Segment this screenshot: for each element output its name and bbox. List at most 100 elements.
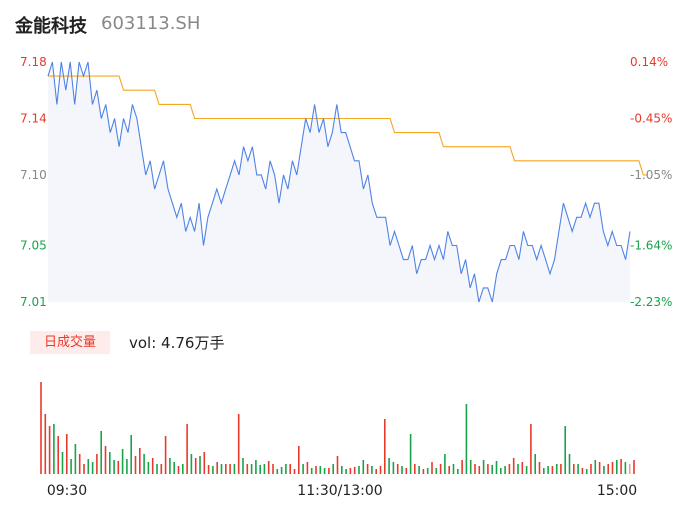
- volume-bar: [96, 454, 98, 474]
- volume-bar: [581, 468, 584, 474]
- volume-bar: [285, 464, 287, 474]
- volume-bar: [405, 468, 408, 474]
- time-tick-label: 11:30/13:00: [297, 483, 382, 499]
- volume-bar: [517, 464, 519, 474]
- stock-name: 金能科技: [15, 16, 87, 37]
- time-axis-labels: 09:30 11:30/13:00 15:00: [47, 483, 637, 499]
- volume-bar: [139, 448, 141, 474]
- volume-bar: [267, 461, 270, 474]
- volume-bar: [353, 467, 356, 474]
- volume-bar: [624, 462, 627, 474]
- volume-bar: [70, 459, 72, 474]
- volume-bar: [220, 464, 223, 474]
- volume-bar: [74, 444, 77, 474]
- percent-tick-label: -2.23%: [630, 295, 672, 309]
- volume-bar: [543, 468, 545, 474]
- volume-bar: [100, 431, 102, 474]
- volume-bar: [474, 464, 476, 474]
- volume-bar: [461, 460, 463, 474]
- volume-bar: [598, 462, 601, 474]
- volume-bar: [418, 466, 420, 474]
- volume-bar: [293, 469, 296, 474]
- volume-readout: vol: 4.76万手: [129, 334, 225, 352]
- volume-bar: [306, 462, 309, 474]
- percent-axis-labels: 0.14% -0.45% -1.05% -1.64% -2.23%: [630, 55, 672, 309]
- volume-bar: [366, 464, 369, 474]
- volume-bar: [409, 434, 412, 474]
- volume-bar: [573, 464, 575, 474]
- average-price-line: [48, 75, 648, 176]
- volume-bar: [126, 459, 128, 474]
- volume-bar: [560, 464, 562, 474]
- volume-bar: [242, 458, 244, 474]
- volume-bar: [362, 460, 365, 474]
- volume-bar: [164, 436, 167, 474]
- volume-bar: [590, 464, 592, 474]
- volume-bar: [121, 449, 124, 474]
- volume-bar: [246, 464, 249, 474]
- volume-bar: [40, 382, 42, 474]
- volume-bar: [336, 456, 339, 474]
- volume-bar: [212, 466, 214, 474]
- price-tick-label: 7.10: [20, 168, 47, 182]
- volume-bar: [594, 460, 597, 474]
- volume-bar: [478, 466, 481, 474]
- volume-bar: [384, 419, 386, 474]
- volume-bar: [628, 464, 631, 474]
- price-tick-label: 7.05: [20, 239, 47, 253]
- volume-bar: [66, 434, 68, 474]
- volume-bar: [323, 468, 326, 474]
- volume-bar: [48, 426, 51, 474]
- volume-bar: [237, 414, 240, 474]
- time-tick-label: 09:30: [47, 483, 87, 499]
- volume-bar: [616, 460, 618, 474]
- volume-bar: [392, 462, 395, 474]
- volume-bar: [109, 452, 111, 474]
- volume-bar: [83, 464, 85, 474]
- volume-bar: [491, 465, 493, 474]
- volume-bar: [134, 456, 137, 474]
- volume-bar: [358, 466, 360, 474]
- price-line: [47, 61, 631, 303]
- volume-bar: [169, 458, 171, 474]
- volume-bar: [113, 460, 115, 474]
- volume-bar: [259, 465, 261, 474]
- volume-bar: [530, 424, 532, 474]
- price-plot: [47, 61, 648, 303]
- volume-bar: [525, 466, 528, 474]
- volume-badge: 日成交量: [30, 331, 110, 354]
- volume-bar: [302, 464, 304, 474]
- volume-bar: [379, 466, 382, 474]
- volume-bar: [401, 466, 403, 474]
- volume-bar: [225, 464, 227, 474]
- volume-bar: [203, 452, 206, 474]
- volume-bar: [151, 458, 154, 474]
- volume-bar: [603, 466, 605, 474]
- volume-bar: [345, 469, 347, 474]
- volume-bar: [233, 464, 236, 474]
- volume-bar: [435, 468, 438, 474]
- volume-bar: [487, 464, 489, 474]
- volume-bar: [78, 454, 81, 474]
- volume-bar: [182, 464, 184, 474]
- volume-bar: [448, 466, 450, 474]
- volume-bar: [568, 454, 571, 474]
- price-tick-label: 7.14: [20, 111, 47, 125]
- volume-bar: [388, 458, 390, 474]
- volume-bar: [508, 464, 511, 474]
- volume-bar: [229, 464, 231, 474]
- volume-bar: [130, 435, 132, 474]
- volume-bar: [341, 466, 343, 474]
- volume-bar: [633, 460, 635, 474]
- volume-bar: [319, 466, 322, 474]
- volume-bar: [555, 464, 558, 474]
- percent-tick-label: -1.05%: [630, 168, 672, 182]
- volume-bar: [375, 469, 377, 474]
- price-axis-labels: 7.18 7.14 7.10 7.05 7.01: [20, 55, 47, 309]
- price-tick-label: 7.18: [20, 55, 47, 69]
- price-area: [48, 62, 630, 302]
- volume-bar: [371, 466, 373, 474]
- volume-bar: [564, 426, 566, 474]
- volume-bar: [104, 446, 107, 474]
- volume-bar: [207, 465, 210, 474]
